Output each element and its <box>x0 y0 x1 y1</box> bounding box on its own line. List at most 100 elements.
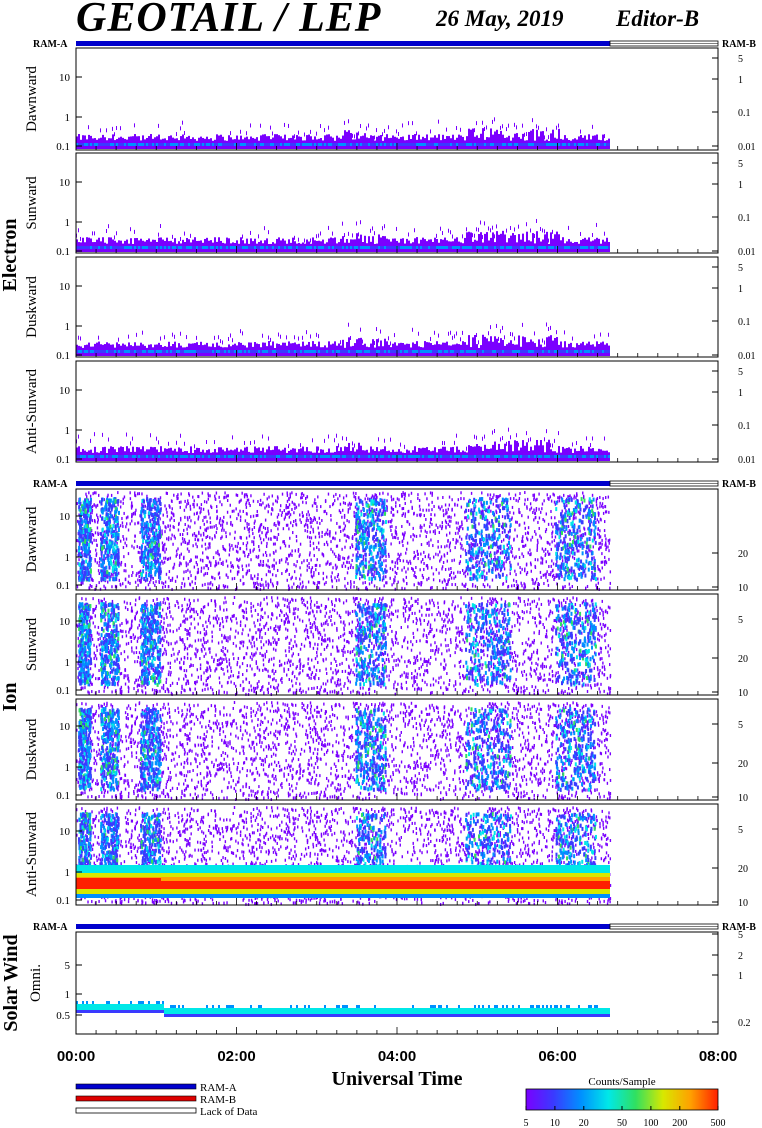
spectrogram-cell <box>348 337 350 356</box>
spectrogram-cell <box>588 237 590 252</box>
spectrogram-cell <box>544 135 545 139</box>
spectrogram-cell <box>221 503 222 506</box>
spectrogram-cell <box>494 246 496 249</box>
spectrogram-cell <box>365 587 366 590</box>
spectrogram-cell <box>300 137 302 149</box>
spectrogram-cell <box>358 246 360 249</box>
spectrogram-cell <box>262 143 264 146</box>
spectrogram-cell <box>539 516 540 519</box>
spectrogram-cell <box>408 562 409 565</box>
spectrogram-cell <box>98 564 99 567</box>
spectrogram-cell <box>306 143 308 146</box>
spectrogram-cell <box>394 238 396 252</box>
spectrogram-cell <box>210 455 212 458</box>
spectrogram-cell <box>218 562 219 565</box>
spectrogram-cell <box>282 239 284 252</box>
spectrogram-cell <box>478 340 479 344</box>
spectrogram-cell <box>270 246 272 249</box>
spectrogram-cell <box>112 127 113 131</box>
spectrogram-cell <box>258 447 260 461</box>
spectrogram-cell <box>510 445 512 461</box>
spectrogram-cell <box>214 564 215 567</box>
left-tick-label: 0.1 <box>56 350 70 362</box>
spectrogram-cell <box>135 509 136 512</box>
spectrogram-cell <box>496 551 497 554</box>
spectrogram-cell <box>324 455 326 458</box>
spectrogram-cell <box>492 579 493 582</box>
spectrogram-cell <box>435 553 436 556</box>
spectrogram-cell <box>288 350 290 353</box>
spectrogram-cell <box>122 582 123 585</box>
spectrogram-cell <box>264 343 266 356</box>
spectrogram-cell <box>449 520 450 523</box>
spectrogram-cell <box>488 143 490 146</box>
spectrogram-cell <box>552 239 554 252</box>
spectrogram-cell <box>195 543 196 546</box>
spectrogram-cell <box>496 224 497 228</box>
spectrogram-cell <box>353 511 354 514</box>
spectrogram-cell <box>352 455 354 458</box>
spectrogram-cell <box>568 455 570 458</box>
spectrogram-cell <box>226 455 228 458</box>
spectrogram-cell <box>238 143 240 146</box>
spectrogram-cell <box>562 559 563 562</box>
spectrogram-cell <box>230 455 232 458</box>
spectrogram-cell <box>158 135 160 149</box>
spectrogram-cell <box>311 521 312 524</box>
spectrogram-cell <box>494 336 496 356</box>
spectrogram-cell <box>148 246 150 249</box>
spectrogram-cell <box>332 350 334 353</box>
spectrogram-cell <box>336 522 337 525</box>
spectrogram-cell <box>242 455 244 458</box>
spectrogram-cell <box>380 330 381 334</box>
spectrogram-cell <box>470 130 472 149</box>
spectrogram-cell <box>544 455 546 458</box>
spectrogram-cell <box>340 530 341 533</box>
spectrogram-cell <box>208 455 210 458</box>
spectrogram-cell <box>566 455 568 458</box>
spectrogram-cell <box>502 143 504 146</box>
spectrogram-cell <box>348 455 350 458</box>
spectrogram-cell <box>120 500 121 503</box>
spectrogram-cell <box>161 581 162 584</box>
spectrogram-cell <box>158 233 159 237</box>
spectrogram-cell <box>268 341 270 356</box>
spectrogram-cell <box>150 134 152 149</box>
spectrogram-cell <box>576 441 577 445</box>
spectrogram-cell <box>222 545 223 548</box>
spectrogram-cell <box>342 436 343 440</box>
spectrogram-cell <box>202 538 203 541</box>
spectrogram-cell <box>404 497 405 500</box>
spectrogram-cell <box>406 548 407 551</box>
spectrogram-cell <box>292 350 294 353</box>
spectrogram-cell <box>378 143 380 146</box>
spectrogram-cell <box>573 497 574 500</box>
panel-label: Sunward <box>24 176 40 230</box>
panel-frame <box>76 48 718 150</box>
spectrogram-cell <box>414 134 416 149</box>
spectrogram-cell <box>525 544 526 547</box>
spectrogram-cell <box>388 350 390 353</box>
spectrogram-cell <box>319 517 320 520</box>
spectrogram-cell <box>130 246 132 249</box>
spectrogram-cell <box>522 323 523 327</box>
spectrogram-cell <box>249 535 250 538</box>
spectrogram-cell <box>422 558 423 561</box>
spectrogram-cell <box>576 143 578 146</box>
spectrogram-cell <box>420 240 422 252</box>
spectrogram-cell <box>131 501 132 504</box>
spectrogram-cell <box>186 503 187 506</box>
spectrogram-cell <box>276 455 278 458</box>
spectrogram-cell <box>394 576 395 579</box>
spectrogram-cell <box>450 447 452 461</box>
spectrogram-cell <box>240 455 242 458</box>
spectrogram-cell <box>444 143 446 146</box>
spectrogram-cell <box>580 535 581 538</box>
spectrogram-cell <box>256 246 258 249</box>
spectrogram-cell <box>206 246 208 249</box>
spectrogram-cell <box>424 350 426 353</box>
spectrogram-cell <box>331 571 332 574</box>
spectrogram-cell <box>316 564 317 567</box>
spectrogram-cell <box>523 555 524 558</box>
spectrogram-cell <box>548 573 549 576</box>
